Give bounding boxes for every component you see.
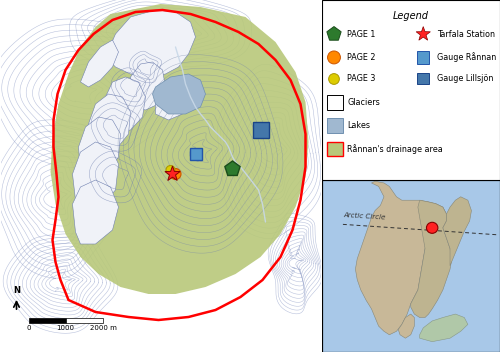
Bar: [327, 95, 343, 109]
Text: PAGE 3: PAGE 3: [348, 75, 376, 83]
Bar: [327, 119, 343, 133]
Polygon shape: [156, 90, 186, 120]
Text: 1000: 1000: [56, 325, 74, 331]
Bar: [327, 142, 343, 156]
Polygon shape: [78, 117, 120, 180]
Polygon shape: [225, 161, 240, 176]
Bar: [28, 318, 66, 323]
Polygon shape: [165, 166, 180, 181]
Polygon shape: [443, 197, 472, 266]
Polygon shape: [327, 26, 341, 40]
Polygon shape: [88, 94, 130, 154]
Polygon shape: [128, 62, 166, 110]
Circle shape: [426, 222, 438, 233]
Bar: [417, 73, 428, 84]
Polygon shape: [356, 181, 446, 335]
Bar: [417, 51, 430, 64]
Text: PAGE 2: PAGE 2: [348, 53, 376, 62]
Polygon shape: [420, 314, 468, 342]
Bar: [252, 122, 268, 138]
Polygon shape: [106, 10, 196, 77]
Text: 2000 m: 2000 m: [90, 325, 117, 331]
Text: Rånnan's drainage area: Rånnan's drainage area: [348, 144, 443, 154]
Polygon shape: [106, 77, 146, 132]
Bar: [190, 148, 202, 160]
Text: Glaciers: Glaciers: [348, 98, 380, 107]
Circle shape: [170, 169, 181, 180]
Circle shape: [166, 165, 175, 175]
Text: 0: 0: [26, 325, 31, 331]
Text: PAGE 1: PAGE 1: [348, 30, 376, 39]
Circle shape: [328, 74, 340, 84]
Text: N: N: [13, 286, 20, 295]
Text: Gauge Lillsjön: Gauge Lillsjön: [436, 75, 493, 83]
Text: Gauge Rånnan: Gauge Rånnan: [436, 52, 496, 62]
Polygon shape: [80, 40, 118, 87]
Circle shape: [328, 51, 340, 64]
Polygon shape: [50, 4, 308, 294]
Polygon shape: [152, 74, 206, 114]
Text: Legend: Legend: [393, 11, 429, 21]
Polygon shape: [398, 314, 414, 338]
Text: Tarfala Station: Tarfala Station: [436, 30, 494, 39]
Text: Arctic Circle: Arctic Circle: [343, 212, 386, 220]
Polygon shape: [411, 200, 452, 318]
Polygon shape: [416, 26, 430, 40]
Text: Lakes: Lakes: [348, 121, 370, 130]
Polygon shape: [72, 180, 118, 244]
Bar: [66, 318, 102, 323]
Polygon shape: [72, 142, 118, 212]
